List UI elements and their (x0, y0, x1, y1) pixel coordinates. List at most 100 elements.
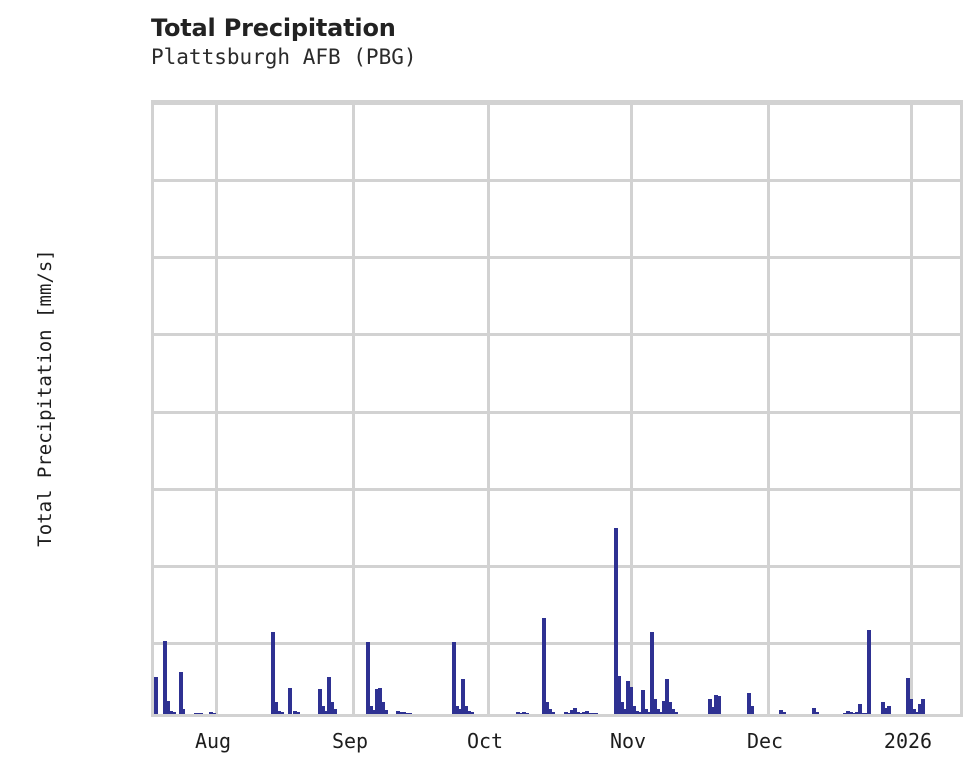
bar (369, 706, 373, 714)
bar (714, 694, 718, 714)
bar (653, 698, 657, 714)
bar (372, 710, 376, 714)
bar (585, 711, 589, 714)
bar (582, 712, 586, 714)
bar (750, 706, 754, 714)
bar (812, 708, 816, 714)
bar (274, 702, 278, 714)
bar (849, 712, 853, 714)
gridline-horizontal (154, 103, 960, 105)
bar (212, 713, 216, 714)
bar (166, 700, 170, 714)
gridline-horizontal (154, 642, 960, 645)
bar (378, 687, 382, 714)
bar (711, 707, 715, 714)
bar (906, 678, 910, 714)
bar (402, 712, 406, 714)
bar (782, 712, 786, 714)
x-tick-label: Nov (609, 729, 647, 753)
bar (271, 632, 275, 714)
gridline-horizontal (154, 256, 960, 259)
gridline-horizontal (154, 488, 960, 491)
bar (455, 705, 459, 714)
y-axis-label: Total Precipitation [mm/s] (34, 249, 56, 547)
bar (209, 712, 213, 714)
bar (548, 709, 552, 714)
bar (551, 711, 555, 714)
bar (296, 712, 300, 714)
bar (366, 642, 370, 714)
gridline-vertical (215, 103, 218, 714)
bar (918, 704, 922, 714)
page-title: Total Precipitation (151, 14, 396, 42)
bar (620, 702, 624, 714)
bar (659, 711, 663, 714)
bar (199, 713, 203, 714)
bar (522, 712, 526, 714)
bar (614, 527, 618, 714)
bar (665, 679, 669, 714)
bar (644, 709, 648, 714)
bar (629, 687, 633, 714)
bar (650, 632, 654, 714)
bar (277, 710, 281, 714)
bar (909, 698, 913, 714)
bar (399, 712, 403, 714)
bar (573, 707, 577, 714)
bar (570, 710, 574, 714)
bar (912, 709, 916, 714)
gridline-horizontal (154, 411, 960, 414)
bar (172, 712, 176, 714)
bar (169, 710, 173, 714)
chart-subtitle: Plattsburgh AFB (PBG) (151, 45, 417, 69)
bar (564, 712, 568, 714)
bar (635, 710, 639, 714)
bar (324, 710, 328, 714)
bar (576, 712, 580, 714)
bar (467, 710, 471, 714)
bar (408, 713, 412, 714)
bar (181, 709, 185, 714)
bar (542, 617, 546, 714)
bar (588, 712, 592, 714)
gridline-horizontal (154, 179, 960, 182)
bar (567, 712, 571, 714)
bar (280, 712, 284, 714)
plot-inner (154, 103, 960, 714)
bar (717, 695, 721, 714)
bar (861, 712, 865, 714)
bar (668, 702, 672, 714)
bar (545, 702, 549, 714)
bar (594, 712, 598, 714)
bar (327, 677, 331, 714)
title-block: Total Precipitation Plattsburgh AFB (PBG… (151, 14, 851, 70)
bar (884, 707, 888, 714)
bar (516, 712, 520, 714)
bar (293, 710, 297, 714)
bar (843, 712, 847, 714)
gridline-vertical (352, 103, 355, 714)
bar (852, 712, 856, 714)
bar (867, 629, 871, 714)
bar (921, 699, 925, 714)
x-tick-label: 2026 (883, 729, 933, 753)
bar (333, 709, 337, 714)
bar (641, 689, 645, 714)
bar (858, 704, 862, 714)
bar (384, 710, 388, 714)
bar (163, 640, 167, 714)
bar (708, 698, 712, 714)
x-tick-label: Oct (466, 729, 504, 753)
bar (846, 710, 850, 714)
bar (375, 688, 379, 714)
bar (330, 702, 334, 714)
bar (623, 709, 627, 714)
bar (381, 702, 385, 714)
x-tick-label: Aug (194, 729, 232, 753)
bar (452, 641, 456, 714)
bar (626, 681, 630, 714)
bar (671, 709, 675, 714)
bar (656, 708, 660, 714)
bar (318, 688, 322, 714)
